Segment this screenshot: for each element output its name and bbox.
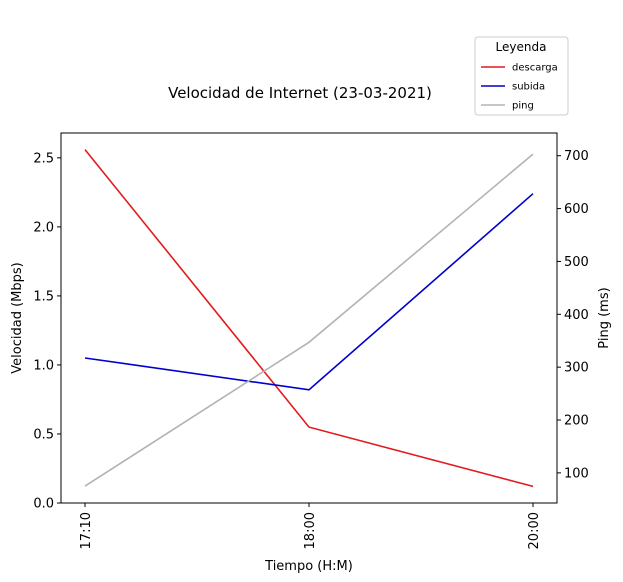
legend-label-ping: ping (512, 101, 534, 112)
y-tick-label: 1.0 (33, 358, 54, 373)
legend-title: Leyenda (496, 40, 547, 54)
x-axis-label: Tiempo (H:M) (264, 559, 353, 574)
legend-label-subida: subida (512, 82, 545, 93)
legend-box (474, 36, 569, 116)
y-tick-label: 0.5 (33, 427, 54, 442)
y2-tick-label: 100 (564, 466, 589, 481)
y-tick-label: 2.5 (33, 151, 54, 166)
y2-tick-label: 500 (564, 255, 589, 270)
chart-title: Velocidad de Internet (23-03-2021) (168, 84, 432, 102)
y2-tick-label: 200 (564, 414, 589, 429)
right-axis: 100 200 300 400 500 600 700 (557, 149, 589, 481)
plot-area (60, 132, 558, 504)
series-line-ping (84, 153, 534, 487)
x-tick-label: 17:10 (79, 512, 94, 549)
series-line-subida (84, 193, 534, 391)
y2-tick-label: 400 (564, 308, 589, 323)
y2-tick-label: 300 (564, 361, 589, 376)
x-tick-label: 20:00 (527, 512, 542, 549)
left-axis: 0.0 0.5 1.0 1.5 2.0 2.5 (33, 151, 61, 512)
y-tick-label: 0.0 (33, 497, 54, 512)
y2-axis-label: Ping (ms) (597, 287, 612, 348)
legend: Leyenda descarga subida ping (474, 36, 569, 116)
x-tick-label: 18:00 (303, 512, 318, 549)
y2-tick-label: 700 (564, 149, 589, 164)
y-tick-label: 1.5 (33, 289, 54, 304)
x-axis: 17:10 18:00 20:00 (79, 503, 542, 549)
y2-tick-label: 600 (564, 202, 589, 217)
series-lines (84, 149, 534, 488)
y-tick-label: 2.0 (33, 220, 54, 235)
series-line-descarga (84, 149, 534, 488)
y-axis-label: Velocidad (Mbps) (10, 262, 25, 373)
legend-label-descarga: descarga (512, 63, 558, 74)
